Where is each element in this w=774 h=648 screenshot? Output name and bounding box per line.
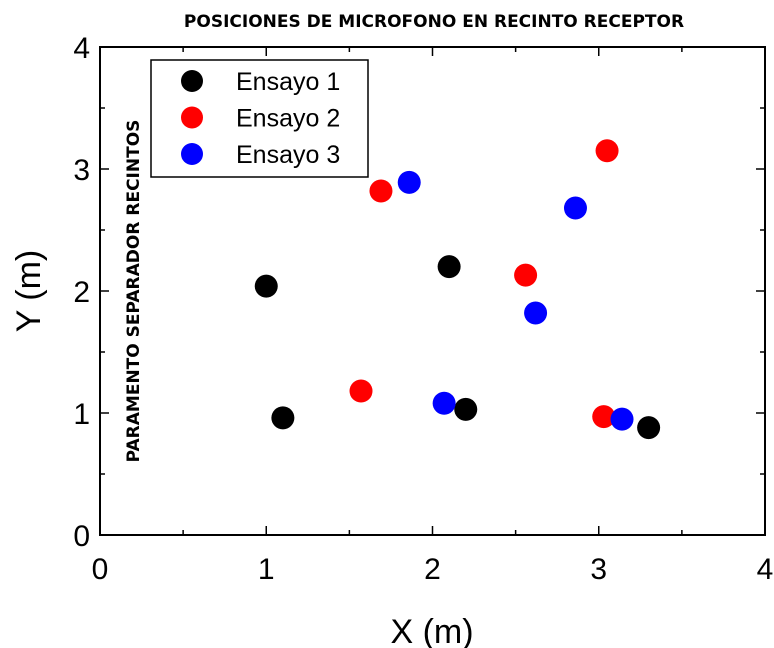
data-point xyxy=(271,406,295,430)
legend-marker xyxy=(181,70,203,92)
data-points xyxy=(254,139,661,440)
wall-annotation: PARAMENTO SEPARADOR RECINTOS xyxy=(124,120,144,463)
data-point xyxy=(514,263,538,287)
y-axis-label: Y (m) xyxy=(10,250,48,332)
axis-tick-labels: 0 1 2 3 4 0 1 2 3 4 xyxy=(73,32,773,586)
data-point xyxy=(254,274,278,298)
legend-label: Ensayo 2 xyxy=(236,105,340,133)
data-point xyxy=(369,179,393,203)
data-point xyxy=(454,397,478,421)
y-tick-label: 2 xyxy=(73,276,90,309)
x-tick-label: 1 xyxy=(258,553,275,586)
data-point xyxy=(437,255,461,279)
data-point xyxy=(563,196,587,220)
legend-label: Ensayo 3 xyxy=(236,141,340,169)
x-tick-label: 0 xyxy=(92,553,109,586)
y-tick-label: 1 xyxy=(73,398,90,431)
data-point xyxy=(610,407,634,431)
legend-marker xyxy=(181,143,203,165)
x-tick-label: 2 xyxy=(424,553,441,586)
legend: Ensayo 1 Ensayo 2 Ensayo 3 xyxy=(150,59,369,178)
data-point xyxy=(637,416,661,440)
legend-label: Ensayo 1 xyxy=(236,68,340,96)
data-point xyxy=(397,170,421,194)
data-point xyxy=(595,139,619,163)
x-axis-label: X (m) xyxy=(390,613,473,648)
y-tick-label: 3 xyxy=(73,154,90,187)
legend-marker xyxy=(181,106,203,129)
data-point xyxy=(432,391,456,415)
data-point xyxy=(524,301,548,325)
axis-ticks xyxy=(99,46,766,536)
x-tick-label: 4 xyxy=(757,553,774,586)
data-point xyxy=(349,379,373,403)
x-tick-label: 3 xyxy=(590,553,607,586)
y-tick-label: 4 xyxy=(73,32,90,65)
data-point xyxy=(592,405,616,429)
y-tick-label: 0 xyxy=(73,520,90,553)
chart-title: POSICIONES DE MICROFONO EN RECINTO RECEP… xyxy=(184,12,684,32)
